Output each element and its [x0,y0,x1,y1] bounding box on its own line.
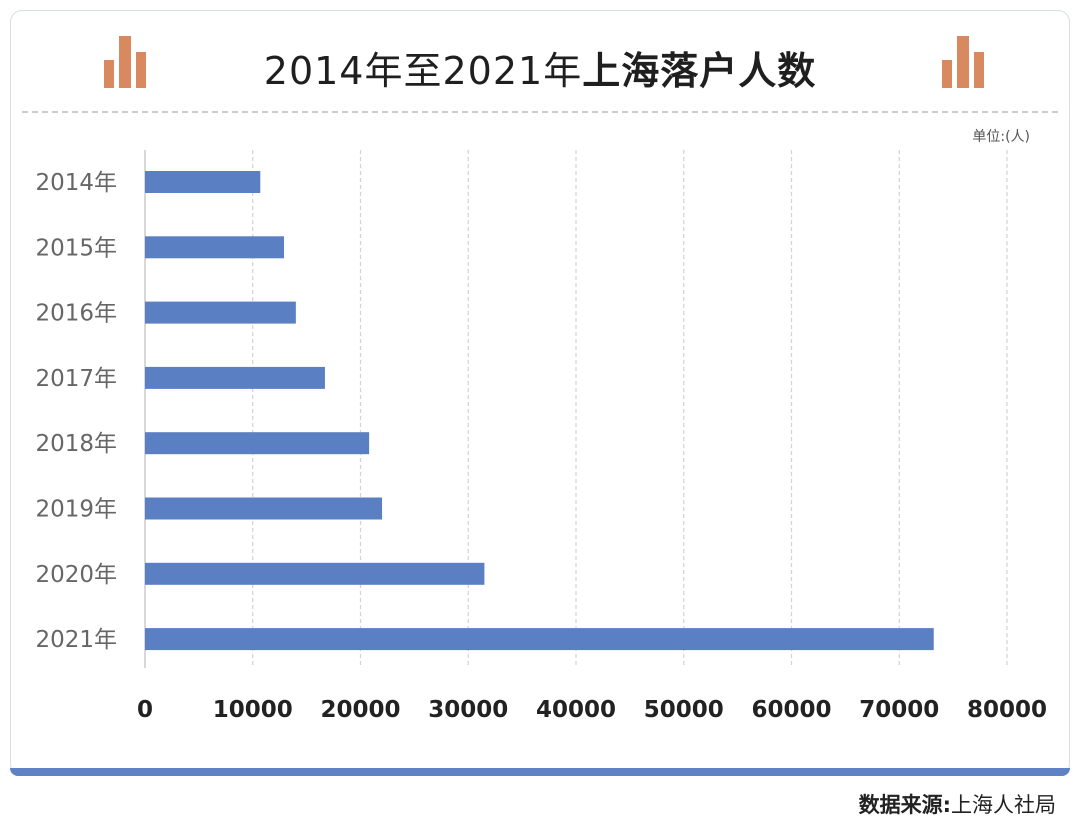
y-tick-label: 2017年 [35,366,117,392]
bar-2014年 [145,171,261,193]
title-divider [22,111,1058,113]
bar-2021年 [145,628,934,651]
bar-2020年 [145,562,485,585]
x-tick-label: 10000 [213,697,293,723]
bar-2015年 [145,236,284,259]
grid-lines [252,150,1008,668]
bar-2019年 [145,497,383,520]
y-tick-label: 2021年 [35,627,117,653]
bar-chart-icon [104,36,146,88]
bar-chart-icon [942,36,984,88]
data-source: 数据来源:上海人社局 [700,789,1056,819]
y-tick-label: 2016年 [35,301,117,327]
chart-title-period: 2014年至2021年 [263,49,583,93]
bar-2017年 [145,366,325,389]
bars [145,171,934,651]
bar-2016年 [145,301,296,324]
y-tick-label: 2020年 [35,562,117,588]
x-tick-label: 20000 [320,697,400,723]
card-accent-bar [10,768,1070,776]
unit-label: 单位:(人) [972,129,1030,145]
x-tick-label: 0 [137,697,153,723]
x-tick-label: 60000 [751,697,831,723]
x-tick-label: 50000 [644,697,724,723]
y-tick-label: 2014年 [35,170,117,196]
x-tick-label: 30000 [428,697,508,723]
x-tick-label: 80000 [967,697,1047,723]
x-tick-labels: 0 10000 20000 30000 40000 50000 60000 70000 8000… [137,697,1047,723]
bar-2018年 [145,432,370,455]
chart-title: 2014年至2021年上海落户人数 [0,40,1080,95]
chart-title-subject: 上海落户人数 [582,49,817,93]
data-source-label: 数据来源: [858,793,951,817]
x-tick-label: 70000 [859,697,939,723]
y-tick-labels: 2014年 2015年 2016年 2017年 2018年 2019年 2020年 2021年 [35,170,117,653]
y-tick-label: 2015年 [35,235,117,261]
y-tick-label: 2018年 [35,431,117,457]
y-tick-label: 2019年 [35,497,117,523]
x-tick-label: 40000 [536,697,616,723]
data-source-value: 上海人社局 [951,793,1056,817]
